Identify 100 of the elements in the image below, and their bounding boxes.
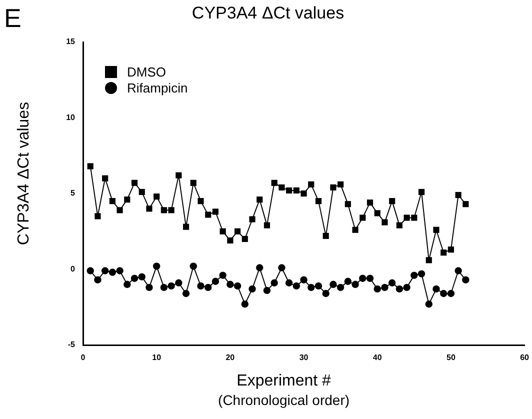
point: [256, 196, 263, 203]
point: [205, 212, 212, 218]
point: [330, 184, 336, 190]
point: [160, 284, 168, 292]
point: [286, 187, 292, 194]
point: [366, 274, 374, 282]
point: [278, 184, 285, 190]
point: [462, 201, 469, 208]
point: [241, 300, 248, 308]
point: [462, 276, 470, 284]
x-tick-label: 20: [226, 353, 236, 362]
point: [182, 290, 190, 298]
point: [300, 276, 308, 284]
point: [308, 181, 314, 188]
point: [374, 210, 380, 216]
point: [293, 187, 300, 194]
point: [168, 282, 175, 290]
x-tick-label: 50: [446, 353, 456, 362]
point: [411, 214, 418, 221]
chart-title: CYP3A4 ΔCt values: [192, 4, 344, 23]
point: [190, 180, 196, 186]
x-tick-label: 30: [299, 353, 309, 362]
point: [212, 278, 220, 285]
point: [152, 262, 160, 270]
point: [124, 280, 131, 288]
point: [160, 207, 167, 214]
x-axis-title: Experiment # (Chronological order): [218, 372, 350, 408]
point: [234, 228, 241, 234]
y-tick-label: -5: [68, 340, 76, 350]
point: [146, 206, 152, 212]
point: [360, 214, 366, 221]
point: [198, 198, 204, 204]
point: [388, 279, 396, 286]
point: [448, 246, 454, 253]
point: [374, 285, 381, 293]
point: [204, 284, 212, 292]
point: [418, 270, 426, 278]
point: [86, 267, 94, 274]
point: [322, 290, 330, 298]
point: [264, 222, 270, 228]
point: [359, 274, 366, 282]
point: [109, 198, 116, 204]
y-axis-title: CYP3A4 ΔCt values: [15, 102, 32, 246]
point: [418, 188, 425, 196]
point: [389, 198, 396, 204]
point: [336, 284, 344, 292]
point: [455, 192, 462, 198]
point: [454, 267, 462, 274]
text: E: [4, 3, 22, 34]
point: [410, 272, 418, 279]
x-tick-label: 10: [152, 353, 162, 362]
point: [440, 250, 447, 256]
y-tick-label: 10: [66, 112, 76, 122]
point: [404, 214, 410, 221]
point: [300, 190, 307, 197]
point: [396, 285, 404, 293]
point: [433, 226, 440, 233]
point: [190, 262, 197, 270]
point: [381, 284, 388, 292]
point: [338, 181, 344, 188]
point: [130, 274, 138, 282]
point: [212, 208, 219, 215]
point: [116, 267, 124, 274]
point: [440, 290, 448, 298]
point: [315, 198, 322, 204]
point: [308, 284, 315, 292]
y-tick-label: 5: [70, 188, 76, 198]
point: [426, 257, 432, 264]
y-tick-label: 15: [66, 37, 76, 46]
point: [87, 163, 94, 170]
point: [432, 285, 440, 293]
point: [352, 226, 358, 233]
point: [330, 280, 337, 288]
point: [168, 207, 174, 214]
point: [344, 278, 352, 285]
point: [176, 172, 182, 178]
point: [344, 201, 351, 208]
point: [242, 236, 248, 242]
point: [154, 193, 160, 200]
point: [366, 200, 374, 206]
point: [116, 207, 123, 214]
point: [278, 264, 286, 272]
point: [248, 285, 256, 293]
point: [322, 232, 329, 239]
point: [182, 224, 190, 230]
point: [234, 282, 242, 290]
point: [94, 213, 101, 220]
x-tick-label: 60: [520, 353, 530, 362]
point: [226, 280, 234, 288]
point: [124, 196, 130, 203]
point: [396, 222, 402, 228]
point: [447, 290, 455, 298]
point: [292, 282, 300, 290]
legend-label: DMSO: [127, 64, 166, 80]
point: [220, 228, 226, 234]
point: [219, 272, 226, 279]
point: [138, 273, 146, 280]
x-tick-label: 0: [80, 353, 86, 362]
point: [102, 175, 108, 182]
point: [249, 216, 256, 222]
